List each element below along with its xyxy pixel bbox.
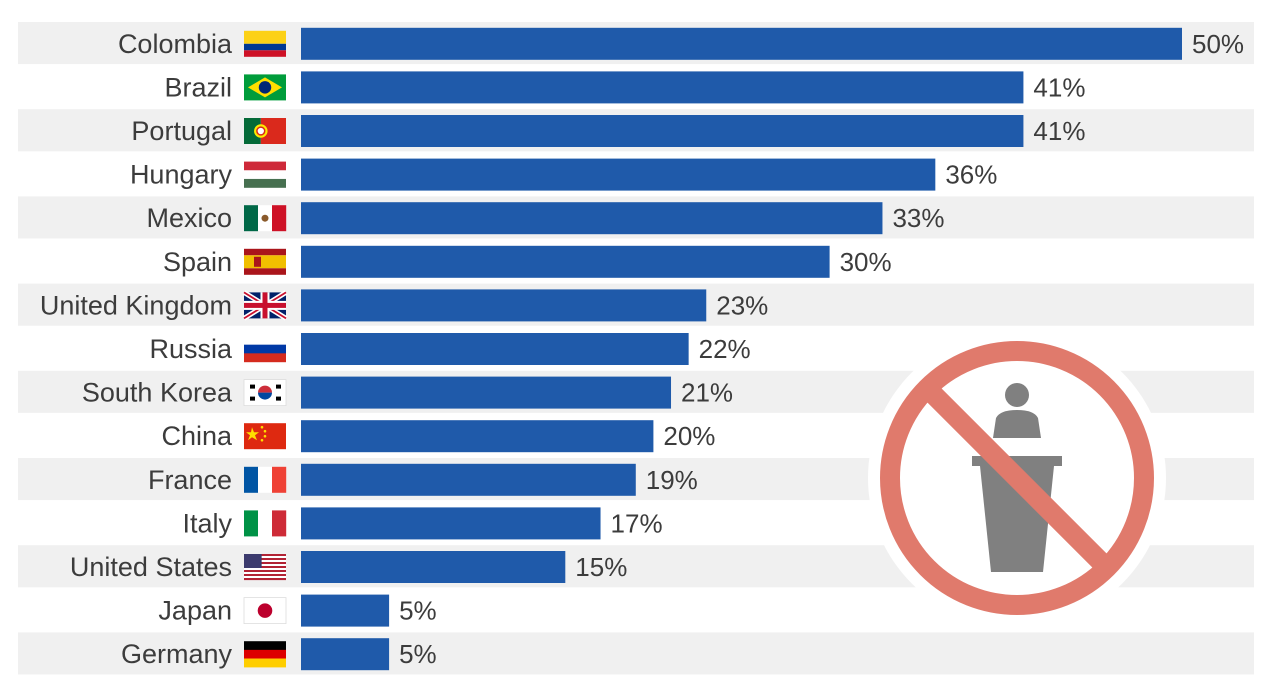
bar bbox=[301, 463, 636, 496]
chart-row: United Kingdom 23% bbox=[40, 289, 768, 322]
chart-row: Germany 5% bbox=[121, 638, 437, 671]
russia-flag-icon bbox=[244, 336, 286, 363]
bar bbox=[301, 333, 689, 365]
no-politician-icon bbox=[868, 329, 1166, 627]
prohibition-slash bbox=[920, 381, 1114, 575]
chart-row: Russia 22% bbox=[149, 333, 751, 365]
category-label: Portugal bbox=[131, 116, 232, 146]
chart-row: Portugal 41% bbox=[131, 115, 1085, 147]
value-label: 50% bbox=[1192, 29, 1244, 59]
chart-row: Mexico 33% bbox=[146, 202, 945, 235]
value-label: 22% bbox=[699, 334, 751, 364]
bar bbox=[301, 27, 1182, 60]
colombia-flag-icon bbox=[244, 30, 286, 57]
france-flag-icon bbox=[244, 466, 287, 493]
chart-row: Colombia 50% bbox=[118, 27, 1244, 60]
category-label: South Korea bbox=[82, 378, 233, 408]
value-label: 19% bbox=[646, 465, 698, 495]
value-label: 23% bbox=[716, 290, 768, 320]
category-label: Russia bbox=[149, 334, 233, 364]
bar bbox=[301, 115, 1024, 147]
south-korea-flag-icon bbox=[243, 379, 287, 407]
bar bbox=[301, 289, 707, 322]
hungary-flag-icon bbox=[244, 161, 286, 188]
bar bbox=[301, 202, 883, 235]
bar bbox=[301, 158, 936, 191]
germany-flag-icon bbox=[244, 641, 286, 668]
value-label: 5% bbox=[399, 639, 437, 669]
chart-row: South Korea 21% bbox=[82, 376, 733, 409]
value-label: 33% bbox=[892, 203, 944, 233]
prohibition-ring bbox=[880, 341, 1154, 615]
bar bbox=[301, 551, 566, 583]
value-label: 41% bbox=[1033, 72, 1085, 102]
row-band bbox=[18, 632, 1254, 675]
category-label: China bbox=[161, 421, 233, 451]
bar bbox=[301, 420, 654, 453]
chart-row: United States 15% bbox=[70, 551, 627, 583]
value-label: 5% bbox=[399, 596, 437, 626]
spain-flag-icon bbox=[244, 248, 286, 275]
value-label: 36% bbox=[945, 160, 997, 190]
usa-flag-icon bbox=[244, 554, 286, 581]
chart-row: France 19% bbox=[148, 463, 698, 496]
value-label: 30% bbox=[840, 247, 892, 277]
chart-row: Japan 5% bbox=[158, 594, 437, 627]
bar bbox=[301, 638, 390, 671]
category-label: Brazil bbox=[164, 72, 232, 102]
bar bbox=[301, 245, 830, 278]
category-label: Colombia bbox=[118, 29, 233, 59]
category-label: United States bbox=[70, 552, 232, 582]
category-label: Italy bbox=[182, 508, 232, 538]
chart-row: Spain 30% bbox=[163, 245, 892, 278]
value-label: 20% bbox=[663, 421, 715, 451]
brazil-flag-icon bbox=[244, 74, 286, 101]
category-label: Mexico bbox=[146, 203, 232, 233]
value-label: 17% bbox=[611, 508, 663, 538]
category-label: Spain bbox=[163, 247, 232, 277]
uk-flag-icon bbox=[242, 290, 288, 321]
bar bbox=[301, 376, 672, 409]
category-label: Germany bbox=[121, 639, 233, 669]
value-label: 15% bbox=[575, 552, 627, 582]
value-label: 21% bbox=[681, 378, 733, 408]
chart-row: China 20% bbox=[161, 420, 715, 453]
portugal-flag-icon bbox=[244, 118, 286, 144]
mexico-flag-icon bbox=[244, 205, 287, 232]
bar bbox=[301, 71, 1024, 104]
bar bbox=[301, 507, 601, 540]
japan-flag-icon bbox=[243, 597, 287, 624]
china-flag-icon bbox=[244, 423, 286, 450]
chart-rows: Colombia 50% Brazil 41% Portugal 41% Hungary 36… bbox=[40, 27, 1244, 671]
chart-row: Hungary 36% bbox=[130, 158, 997, 191]
category-label: France bbox=[148, 465, 232, 495]
category-label: United Kingdom bbox=[40, 290, 232, 320]
category-label: Hungary bbox=[130, 160, 233, 190]
category-label: Japan bbox=[158, 596, 232, 626]
chart-row: Brazil 41% bbox=[164, 71, 1085, 104]
bar bbox=[301, 594, 390, 627]
chart-row: Italy 17% bbox=[182, 507, 663, 540]
value-label: 41% bbox=[1033, 116, 1085, 146]
italy-flag-icon bbox=[244, 510, 287, 537]
